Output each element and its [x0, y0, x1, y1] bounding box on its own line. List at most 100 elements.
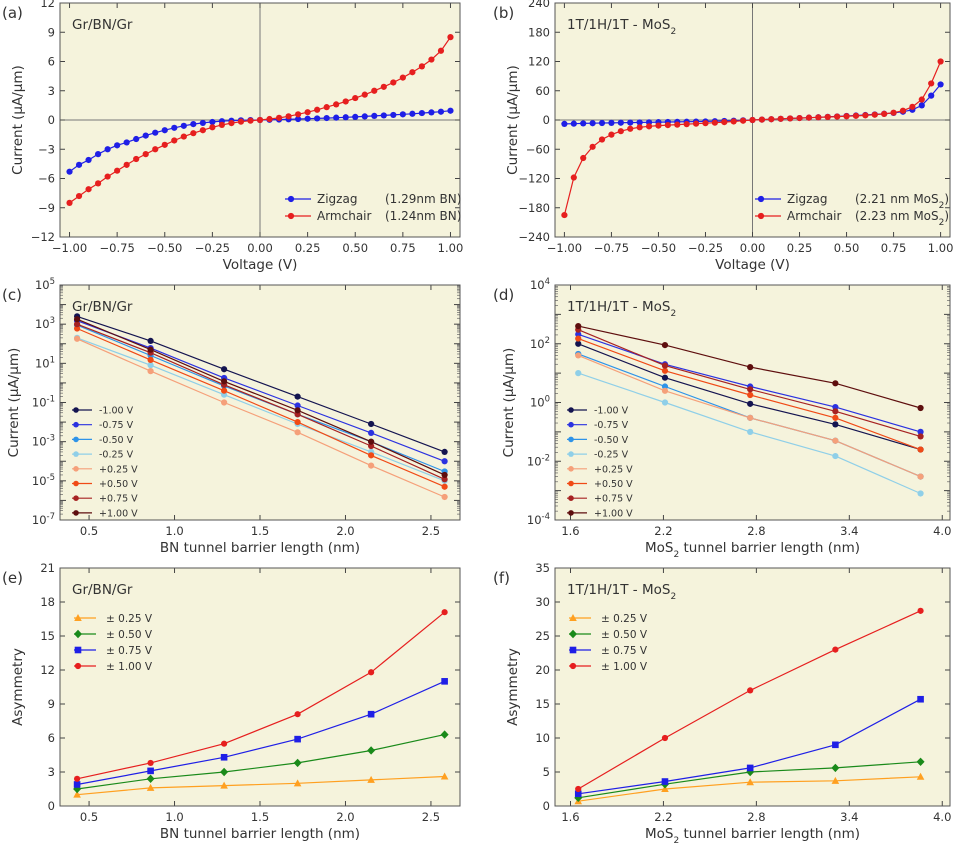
data-point [881, 110, 888, 118]
data-point [917, 490, 924, 497]
data-point [441, 471, 448, 479]
legend-marker [568, 407, 574, 413]
plot-area [60, 285, 460, 520]
data-point [746, 778, 754, 786]
data-point [323, 114, 330, 122]
legend-note: (2.23 nm MoS2) [855, 209, 949, 228]
data-point [917, 446, 924, 453]
legend-marker [73, 436, 79, 443]
panel-title: 1T/1H/1T - MoS2 [567, 582, 676, 602]
x-axis-label-rest: tunnel barrier length (nm) [679, 540, 860, 556]
data-point [655, 122, 662, 129]
series-group [561, 58, 944, 219]
y-tick-label: −12 [31, 230, 55, 244]
y-tick-label: 12 [40, 663, 55, 677]
data-point [661, 778, 669, 785]
y-tick-base: 10 [32, 435, 47, 449]
legend-label: Zigzag [787, 192, 827, 206]
legend-note-subscript: 2 [939, 201, 945, 211]
x-axis-label-rest: tunnel barrier length (nm) [679, 826, 860, 842]
data-point [428, 56, 435, 63]
data-point [746, 764, 754, 772]
data-point [917, 695, 924, 703]
data-point [832, 421, 839, 428]
y-tick-label: 10-3 [32, 434, 55, 449]
data-point [85, 156, 92, 164]
data-point [871, 111, 878, 118]
data-point [152, 146, 159, 153]
data-point [661, 367, 669, 374]
data-point [636, 119, 643, 126]
data-point [580, 154, 587, 162]
data-point [220, 767, 229, 777]
x-tick-label: 1.5 [251, 810, 269, 824]
plot-area [60, 568, 460, 806]
panel-title: 1T/1H/1T - MoS2 [567, 17, 676, 37]
data-point [916, 757, 925, 766]
data-point [747, 428, 754, 435]
legend-note: (2.21 nm MoS2) [855, 192, 949, 211]
x-tick-label: 1.5 [251, 524, 269, 538]
series-group [73, 313, 448, 501]
data-point [256, 116, 264, 124]
panel-e: 0.5 1.0 1.5 2.0 2.5 0 3 6 9 12 15 18 21 BN tunnel bar… [2, 561, 461, 842]
legend-label: -0.50 V [99, 435, 134, 446]
y-tick-label: 21 [40, 561, 55, 575]
data-point [133, 135, 140, 143]
data-point [570, 120, 577, 127]
legend-marker [74, 646, 82, 654]
y-tick-label: 10-2 [527, 453, 550, 468]
y-tick-label: 6 [48, 731, 55, 745]
x-tick-label: 2.0 [336, 524, 354, 538]
x-tick-label: 2.8 [747, 810, 765, 824]
data-point [352, 113, 359, 120]
data-point [293, 779, 302, 787]
legend-marker [73, 480, 79, 487]
data-point [768, 116, 775, 123]
data-point [221, 366, 228, 373]
data-point [123, 139, 130, 146]
data-point [575, 340, 582, 347]
series-group [574, 607, 925, 805]
data-point [570, 174, 577, 181]
y-tick-exponent: 1 [50, 355, 55, 365]
x-tick-label: −1.00 [52, 241, 87, 255]
x-tick-label: −0.75 [100, 241, 135, 255]
data-point [228, 120, 235, 127]
panel-b: −1.00 −0.75 −0.50 −0.25 0.00 0.25 0.50 0.75 1.00… [493, 0, 953, 273]
legend-label: +0.25 V [99, 464, 138, 475]
data-point [380, 83, 387, 90]
data-point [418, 63, 426, 70]
data-point [832, 646, 839, 653]
legend-note-close: ) [944, 209, 949, 223]
data-point [815, 114, 822, 121]
y-tick-label: 9 [48, 697, 55, 711]
x-tick-label: 0.75 [881, 241, 907, 255]
legend-label: -0.75 V [594, 420, 629, 431]
data-point [314, 115, 321, 122]
data-point [323, 104, 330, 111]
y-tick-exponent: -2 [542, 453, 550, 463]
data-point [73, 775, 81, 782]
data-point [575, 335, 582, 342]
data-point [661, 399, 669, 406]
panel-label: (f) [493, 569, 510, 587]
data-point [180, 122, 187, 129]
y-tick-base: 10 [35, 317, 50, 331]
x-tick-label: −1.00 [547, 241, 582, 255]
data-point [221, 740, 228, 747]
data-point [73, 781, 81, 788]
data-point [937, 81, 944, 88]
data-point [104, 146, 111, 153]
data-point [747, 386, 754, 393]
x-axis-label-text: MoS [645, 540, 673, 556]
panel-title: Gr/BN/Gr [72, 299, 133, 315]
x-tick-label: 2.0 [336, 810, 354, 824]
data-point [636, 124, 643, 131]
data-point [390, 79, 397, 86]
data-point [441, 458, 448, 465]
legend: Zigzag (2.21 nm MoS2)Armchair (2.23 nm MoS… [755, 192, 949, 228]
legend-marker [287, 212, 295, 220]
y-tick-label: 102 [530, 336, 550, 351]
